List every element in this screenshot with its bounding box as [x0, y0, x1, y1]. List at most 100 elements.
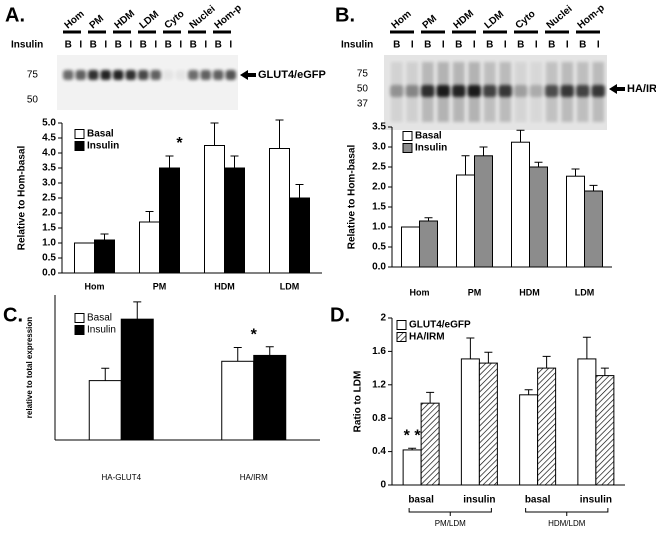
y-tick-label: 1.5	[42, 223, 56, 234]
smear	[406, 62, 418, 122]
bar	[537, 367, 557, 486]
x-tick-label: basal	[408, 495, 434, 506]
x-tick-label: LDM	[280, 281, 300, 291]
condition: I	[442, 40, 445, 51]
error-bar	[145, 211, 154, 222]
error-bar	[133, 301, 142, 320]
condition-label: Insulin	[341, 40, 373, 51]
error-bar	[424, 217, 433, 221]
legend-label: Basal	[415, 131, 442, 142]
condition: I	[411, 40, 414, 51]
band-label: GLUT4/eGFP	[258, 69, 326, 81]
y-axis-label: Relative to Hom-basal	[347, 145, 358, 250]
condition: B	[190, 40, 197, 51]
smear	[453, 62, 465, 122]
x-tick-label: Hom	[85, 281, 105, 291]
error-bar	[275, 119, 284, 149]
legend-label: GLUT4/eGFP	[409, 320, 471, 331]
legend-swatch	[396, 332, 407, 342]
error-bar	[484, 351, 493, 364]
smear	[530, 62, 542, 122]
smear	[468, 62, 480, 122]
bar	[139, 221, 160, 274]
x-tick-label: HDM	[519, 287, 540, 297]
bar	[460, 358, 480, 486]
band	[150, 70, 161, 80]
bar	[566, 175, 585, 268]
error-bar	[165, 155, 174, 168]
x-tick-label: insulin	[580, 495, 612, 506]
condition: B	[424, 40, 431, 51]
legend-swatch	[74, 325, 85, 335]
y-tick-label: 0.0	[42, 268, 56, 279]
condition: I	[154, 40, 157, 51]
condition: B	[486, 40, 493, 51]
legend-swatch	[402, 143, 413, 153]
condition: B	[455, 40, 462, 51]
bar	[456, 174, 475, 268]
y-tick-label: 0.8	[372, 413, 386, 424]
bar	[120, 318, 154, 441]
y-tick-label: 0	[380, 480, 386, 491]
arrow	[609, 84, 625, 94]
x-tick-label: HA/IRM	[240, 473, 268, 482]
condition: I	[597, 40, 600, 51]
group-bracket	[408, 508, 492, 516]
bar	[511, 141, 530, 268]
error-bar	[461, 155, 470, 175]
y-axis-label: Relative to Hom-basal	[17, 146, 28, 251]
error-bar	[265, 346, 274, 356]
bar	[478, 362, 498, 486]
bar	[159, 167, 180, 274]
arrow	[240, 70, 256, 80]
band	[125, 70, 136, 80]
error-bar	[542, 355, 551, 369]
bar	[289, 197, 310, 274]
y-tick-label: 3.0	[42, 178, 56, 189]
annotation: *	[176, 135, 183, 152]
legend-label: Insulin	[87, 141, 119, 152]
smear	[391, 62, 403, 122]
bar	[74, 242, 95, 274]
band	[75, 70, 86, 80]
legend-swatch	[402, 131, 413, 141]
y-tick-label: 1.0	[42, 238, 56, 249]
bar	[402, 449, 422, 486]
condition: B	[115, 40, 122, 51]
smear	[561, 62, 573, 122]
error-bar	[524, 389, 533, 395]
smear	[422, 62, 434, 122]
bar	[269, 148, 290, 274]
legend-swatch	[74, 129, 85, 139]
bar	[94, 239, 115, 274]
condition: I	[104, 40, 107, 51]
bar	[224, 167, 245, 274]
panel-label: A.	[5, 4, 25, 26]
condition: B	[90, 40, 97, 51]
y-tick-label: 0.5	[42, 253, 56, 264]
y-axis-label: Ratio to LDM	[353, 371, 364, 433]
bar	[253, 354, 287, 441]
condition-label: Insulin	[11, 40, 43, 51]
y-tick-label: 3.0	[372, 142, 386, 153]
group-label: HDM/LDM	[548, 519, 586, 528]
condition: I	[504, 40, 507, 51]
y-tick-label: 5.0	[42, 118, 56, 129]
legend-swatch	[74, 313, 85, 323]
blot-image	[57, 55, 238, 110]
condition: I	[229, 40, 232, 51]
condition: B	[165, 40, 172, 51]
legend-swatch	[396, 320, 407, 330]
condition: B	[517, 40, 524, 51]
error-bar	[230, 155, 239, 168]
band-label: HA/IRM	[627, 83, 656, 95]
group-label: PM/LDM	[435, 519, 466, 528]
bar	[529, 166, 548, 268]
band	[100, 70, 111, 80]
x-tick-label: HA-GLUT4	[101, 473, 141, 482]
y-axis-label: relative to total expression	[25, 317, 34, 418]
group-bracket	[525, 508, 609, 516]
y-tick-label: 3.5	[42, 163, 56, 174]
legend-label: Insulin	[87, 325, 116, 336]
